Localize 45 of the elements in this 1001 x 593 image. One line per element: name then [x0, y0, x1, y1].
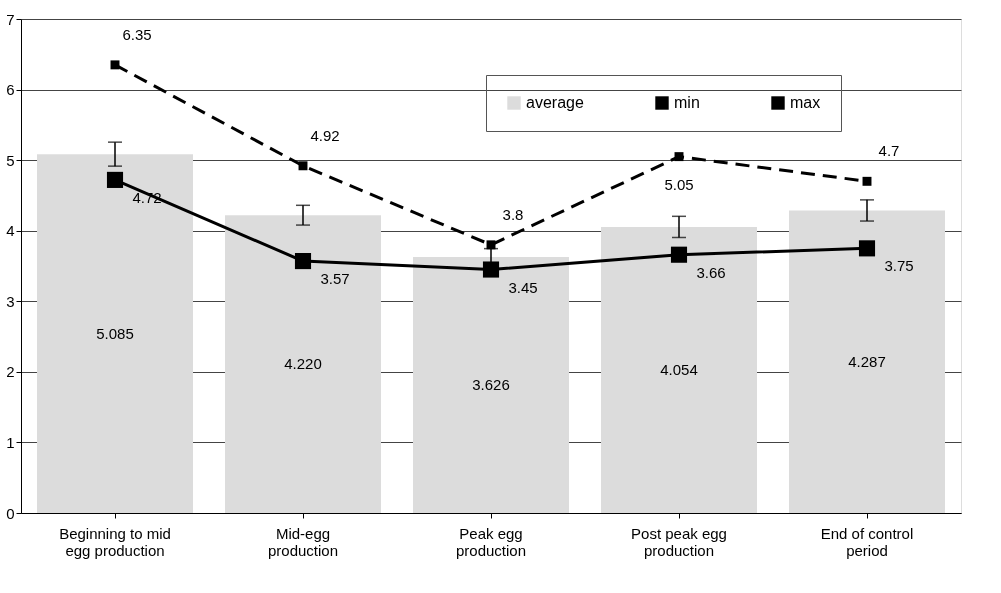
point — [858, 240, 876, 257]
x-tick-label: Peak egg production — [455, 524, 527, 559]
data-label: 3.45 — [508, 278, 538, 296]
data-label: 3.626 — [472, 376, 510, 394]
x-tick-label: Mid-egg production — [267, 524, 339, 559]
data-label: 4.220 — [284, 355, 322, 373]
data-label: 4.92 — [310, 126, 340, 144]
bar — [788, 210, 946, 513]
y-tick-label: 7 — [6, 10, 15, 28]
point — [110, 60, 120, 70]
legend-label: min — [674, 94, 700, 111]
legend-label: average — [526, 94, 584, 111]
data-label: 5.085 — [96, 324, 134, 342]
point — [298, 161, 308, 171]
data-label: 3.75 — [884, 257, 914, 275]
x-tick-label: Post peak egg production — [631, 524, 727, 559]
bar — [36, 154, 194, 513]
point — [106, 171, 124, 188]
y-tick-label: 0 — [6, 504, 15, 522]
data-label: 4.054 — [660, 360, 698, 378]
y-tick-label: 2 — [6, 363, 15, 381]
y-tick-label: 1 — [6, 433, 15, 451]
y-tick-label: 5 — [6, 151, 15, 169]
data-label: 3.57 — [320, 270, 350, 288]
x-tick-label: End of control period — [820, 524, 914, 559]
data-label: 5.05 — [664, 175, 694, 193]
point — [486, 240, 496, 250]
data-label: 3.66 — [696, 263, 726, 281]
bar — [412, 257, 570, 513]
point — [482, 261, 500, 278]
data-label: 4.287 — [848, 352, 886, 370]
legend-label: max — [790, 94, 821, 111]
bar — [224, 215, 382, 513]
data-label: 6.35 — [122, 25, 152, 43]
bar — [600, 226, 758, 513]
x-tick-label: Beginning to mid egg production — [59, 524, 171, 559]
data-label: 3.8 — [502, 205, 524, 223]
point — [674, 152, 684, 162]
y-tick-label: 3 — [6, 292, 15, 310]
data-label: 4.7 — [878, 142, 900, 160]
point — [294, 253, 312, 270]
point — [670, 246, 688, 263]
y-tick-label: 4 — [6, 222, 15, 240]
y-tick-label: 6 — [6, 81, 15, 99]
point — [862, 176, 872, 186]
